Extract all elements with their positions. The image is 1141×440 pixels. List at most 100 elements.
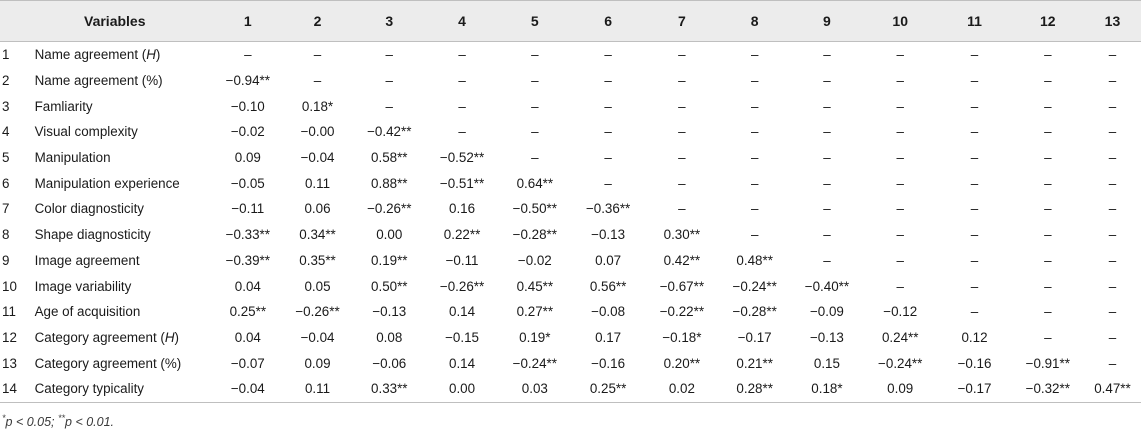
table-cell: 0.25** [229,304,267,320]
table-cell: −0.32** [1025,381,1070,397]
table-cell: 0.56** [589,278,627,294]
table-cell: 0.19** [371,252,408,268]
table-cell: – [823,98,831,114]
table-cell: – [1108,98,1117,114]
table-cell: – [1108,278,1117,294]
table-cell: – [896,47,904,63]
table-cell: – [313,73,322,89]
table-cell: 0.15 [813,355,840,371]
table-cell: – [1044,227,1052,243]
row-number: 10 [2,278,17,294]
header-col-2: 2 [281,0,354,42]
header-col-9: 9 [790,0,864,42]
table-cell: 0.18* [301,98,334,114]
table-cell: 0.88** [371,175,408,191]
table-row: 12 Category agreement (H) 0.04 −0.04 0.08 −0.… [0,325,1141,351]
header-col-13: 13 [1083,0,1141,42]
table-cell: 0.19* [519,329,551,345]
table-cell: −0.13 [591,227,626,243]
table-cell: – [678,47,686,63]
table-header-row: Variables 1 2 3 4 5 6 7 8 9 10 11 12 13 [0,0,1141,42]
variable-name: Category agreement (%) [34,355,182,371]
table-cell: 0.03 [521,381,548,397]
table-cell: 0.05 [304,278,331,294]
table-cell: −0.52** [439,150,485,166]
table-cell: – [1108,150,1117,166]
table-cell: 0.28** [736,381,773,397]
row-number: 9 [2,252,10,268]
header-variables: Variables [0,0,214,42]
table-cell: 0.27** [516,304,554,320]
table-cell: – [678,150,686,166]
row-number: 1 [2,47,10,63]
table-cell: – [1108,201,1117,217]
table-cell: – [1044,278,1052,294]
table-cell: – [823,47,831,63]
table-cell: −0.00 [300,124,335,140]
table-cell: – [750,175,759,191]
variable-name: Category agreement (H) [34,329,179,345]
table-cell: 0.18* [811,381,843,397]
table-cell: −0.15 [445,329,479,345]
table-cell: 0.50** [371,278,408,294]
table-cell: 0.16 [449,201,476,217]
table-body: 1 Name agreement (H) – – – – – – – – – – – – – 2 Name ag… [0,42,1141,403]
table-row: 9 Image agreement −0.39** 0.35** 0.19** −0.11… [0,248,1141,274]
header-col-6: 6 [570,0,646,42]
table-cell: – [750,201,759,217]
variable-name: Color diagnosticity [34,201,145,217]
table-cell: −0.26** [295,304,340,320]
table-cell: – [678,124,686,140]
header-col-8: 8 [718,0,791,42]
table-cell: −0.17 [737,329,772,345]
table-row: 5 Manipulation 0.09 −0.04 0.58** −0.52** – – – – –… [0,145,1141,171]
table-cell: −0.24** [878,355,923,371]
table-cell: – [750,73,759,89]
table-cell: −0.33** [225,227,270,243]
header-col-4: 4 [425,0,499,42]
table-cell: −0.28** [512,227,557,243]
table-cell: – [823,227,831,243]
table-cell: 0.30** [663,227,701,243]
table-cell: – [970,201,979,217]
table-cell: 0.14 [449,304,476,320]
table-cell: – [970,278,979,294]
variable-name: Visual complexity [34,124,138,140]
row-number: 5 [2,150,10,166]
table-cell: – [970,175,979,191]
table-row: 6 Manipulation experience −0.05 0.11 0.88** −… [0,170,1141,196]
table-cell: 0.00 [449,381,476,397]
table-cell: −0.17 [957,381,992,397]
table-cell: – [896,252,904,268]
row-number: 14 [2,381,17,397]
table-cell: – [385,73,393,89]
table-cell: 0.12 [961,329,988,345]
table-cell: – [1108,124,1117,140]
table-cell: 0.17 [595,329,622,345]
table-cell: – [750,150,759,166]
table-row: 10 Image variability 0.04 0.05 0.50** −0.26**… [0,273,1141,299]
table-row: 11 Age of acquisition 0.25** −0.26** −0.13 0.… [0,299,1141,325]
table-cell: – [458,98,466,114]
table-cell: −0.24** [732,278,777,294]
table-cell: 0.35** [299,252,336,268]
variable-name: Image variability [34,278,132,294]
table-cell: – [1044,304,1052,320]
table-cell: – [604,150,612,166]
table-cell: – [531,47,539,63]
table-cell: −0.16 [591,355,626,371]
table-cell: −0.22** [659,304,705,320]
table-cell: 0.20** [663,355,701,371]
table-cell: – [970,150,979,166]
table-cell: – [823,150,831,166]
table-cell: −0.67** [659,278,705,294]
table-cell: −0.05 [230,175,265,191]
header-col-11: 11 [937,0,1012,42]
table-cell: 0.48** [736,252,773,268]
table-cell: −0.42** [367,124,412,140]
table-cell: −0.24** [512,355,557,371]
table-cell: – [896,124,904,140]
table-cell: – [244,47,252,63]
table-cell: – [823,201,831,217]
table-cell: 0.09 [887,381,914,397]
